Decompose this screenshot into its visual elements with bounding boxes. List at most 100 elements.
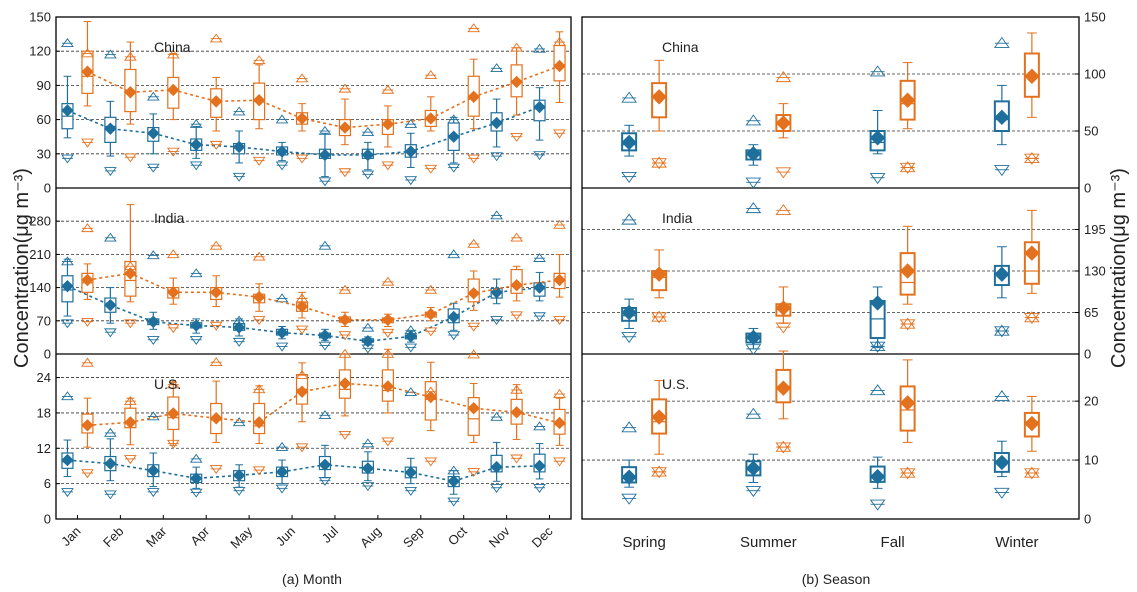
min-triangle (651, 312, 667, 324)
max-triangle (232, 106, 246, 116)
min-triangle (510, 311, 523, 321)
max-triangle (490, 210, 503, 220)
max-triangle (81, 48, 94, 58)
tick-labels: 0 30 60 90 120 150 China 0 70 140 210 280 India 0 6 12 1… (29, 10, 1105, 552)
max-triangle (124, 51, 137, 61)
y-tick-label: 120 (29, 44, 51, 59)
min-triangle (295, 325, 309, 335)
mean-trend-line (67, 106, 540, 156)
max-triangle (104, 49, 117, 59)
box (467, 397, 480, 436)
max-triangle (621, 91, 637, 103)
mean-marker (994, 109, 1010, 126)
max-triangle (899, 466, 916, 478)
mean-marker (553, 416, 566, 430)
y-tick-label: 6 (44, 476, 51, 491)
mean-marker (621, 304, 637, 321)
max-triangle (124, 261, 137, 271)
min-triangle (232, 172, 246, 182)
min-triangle (104, 328, 117, 338)
max-triangle (338, 284, 352, 294)
subplot-title: China (662, 39, 699, 55)
min-triangle (124, 319, 137, 329)
min-triangle (533, 312, 546, 322)
max-triangle (1024, 311, 1040, 323)
min-triangle (994, 326, 1010, 338)
min-triangle (553, 316, 566, 326)
x-tick-label: Oct (445, 523, 470, 548)
min-triangle (381, 328, 395, 338)
min-triangle (490, 152, 503, 162)
min-triangle (252, 156, 266, 166)
max-triangle (146, 250, 160, 260)
min-triangle (189, 336, 203, 345)
max-triangle (553, 36, 566, 46)
max-triangle (275, 114, 289, 124)
y-tick-label: 0 (44, 512, 51, 527)
y-tick-label: 60 (37, 112, 51, 127)
max-triangle (104, 427, 117, 437)
max-triangle (232, 417, 246, 427)
max-triangle (209, 33, 223, 43)
max-triangle (1024, 466, 1040, 478)
mean-marker (490, 286, 503, 299)
min-triangle (621, 332, 637, 344)
y-tick-label: 65 (1084, 305, 1098, 320)
mean-marker (510, 279, 523, 292)
max-triangle (651, 465, 667, 477)
max-triangle (166, 49, 180, 59)
x-tick-label: Winter (995, 534, 1038, 551)
mean-marker (252, 94, 266, 107)
mean-marker (1024, 245, 1040, 261)
max-triangle (467, 238, 481, 248)
min-triangle (81, 317, 94, 327)
mean-marker (994, 266, 1010, 282)
max-triangle (61, 256, 74, 266)
mean-marker (869, 468, 886, 485)
max-triangle (621, 213, 637, 225)
mean-marker (994, 454, 1010, 471)
y-tick-label: 0 (1084, 347, 1091, 362)
max-triangle (424, 69, 438, 79)
mean-marker (338, 121, 352, 134)
y-tick-label: 20 (1084, 394, 1098, 409)
mean-trend-line (87, 65, 560, 129)
min-triangle (553, 457, 566, 467)
mean-marker (899, 263, 916, 279)
max-triangle (318, 240, 332, 250)
max-triangle (447, 465, 461, 475)
min-triangle (209, 465, 223, 475)
min-triangle (61, 154, 74, 164)
panel-frames (55, 16, 1080, 520)
y-tick-label: 150 (29, 10, 51, 25)
mean-marker (210, 412, 223, 425)
max-triangle (651, 310, 667, 322)
min-triangle (232, 337, 246, 347)
mean-marker (447, 475, 460, 488)
subplot-title: U.S. (154, 376, 181, 392)
min-triangle (318, 476, 332, 486)
y-tick-label: 0 (1084, 512, 1091, 527)
min-triangle (745, 344, 762, 356)
min-triangle (81, 138, 94, 148)
max-triangle (621, 421, 637, 433)
min-triangle (404, 486, 418, 496)
min-triangle (745, 486, 762, 498)
subplot-title: India (154, 210, 185, 226)
min-triangle (490, 316, 503, 326)
max-triangle (533, 253, 546, 262)
min-triangle (146, 336, 160, 345)
data-marks (61, 21, 1040, 511)
mean-marker (467, 287, 480, 300)
min-triangle (467, 154, 481, 164)
min-triangle (361, 482, 375, 492)
max-triangle (361, 126, 375, 136)
min-triangle (209, 140, 223, 150)
y-tick-label: 280 (29, 214, 51, 229)
min-triangle (533, 484, 546, 493)
min-triangle (361, 170, 375, 180)
min-triangle (467, 468, 481, 478)
max-triangle (61, 38, 74, 47)
max-triangle (338, 348, 352, 358)
mean-marker (232, 140, 246, 154)
